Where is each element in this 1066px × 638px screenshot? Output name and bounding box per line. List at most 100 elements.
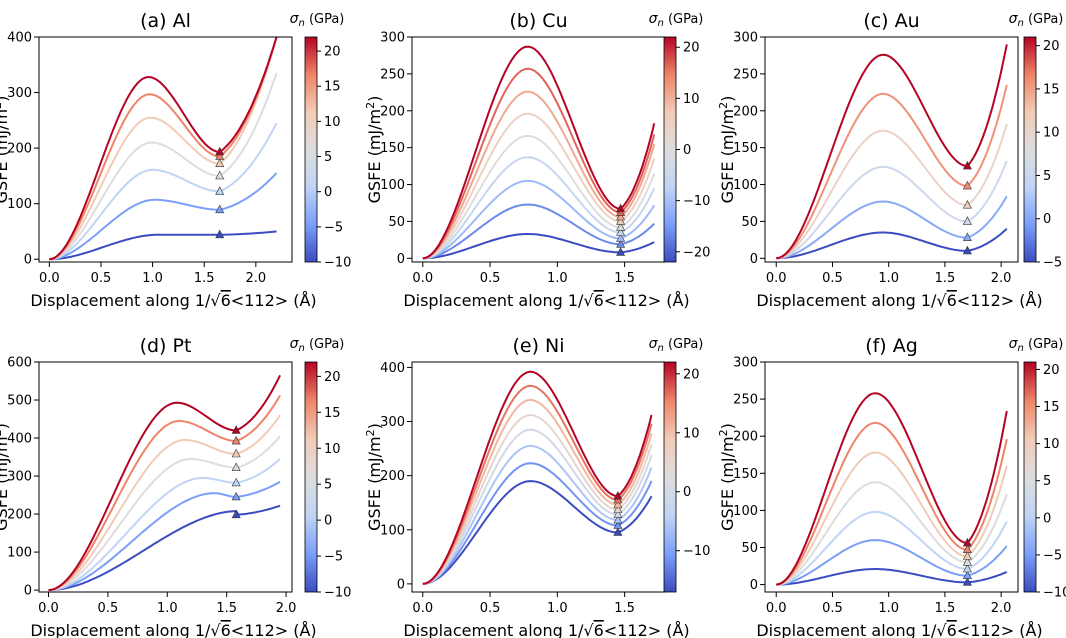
minimum-marker (962, 537, 972, 547)
minimum-marker (616, 222, 626, 231)
gsfe-curve (776, 510, 1008, 586)
gsfe-curve (422, 462, 653, 585)
minimum-marker (215, 204, 225, 214)
x-tick-label: 1.0 (157, 601, 178, 616)
y-axis-label: GSFE (mJ/m2) (0, 96, 11, 204)
minimum-marker (215, 186, 225, 195)
gsfe-curve (776, 568, 1008, 586)
minimum-marker (613, 509, 623, 518)
x-tick-label: 1.0 (547, 271, 568, 286)
gsfe-curve (422, 179, 656, 260)
minimum-marker (962, 544, 972, 554)
colorbar (304, 361, 318, 593)
colorbar-tick-label: −20 (683, 245, 710, 260)
gsfe-curve (49, 230, 277, 261)
panel-title: (a) Al (140, 10, 191, 32)
x-tick-label: 0.0 (766, 271, 787, 286)
gsfe-curve (776, 451, 1008, 586)
x-tick-label: 1.5 (216, 601, 237, 616)
x-tick-label: 1.5 (194, 271, 215, 286)
y-tick-label: 0 (750, 252, 758, 267)
curve-group (422, 370, 653, 585)
curve-group (48, 374, 281, 592)
colorbar-tick-label: 0 (1043, 212, 1051, 227)
minimum-marker (613, 491, 623, 500)
x-tick-label: 0.5 (480, 601, 501, 616)
minimum-marker (962, 245, 972, 255)
y-tick-label: 200 (733, 104, 758, 119)
minimum-marker (616, 239, 626, 248)
minimum-marker (613, 527, 623, 536)
panel-title: (b) Cu (509, 10, 567, 32)
colorbar-tick-label: −5 (1043, 548, 1062, 563)
gsfe-curve (776, 44, 1008, 260)
y-tick-label: 150 (380, 141, 405, 156)
y-tick-label: 200 (380, 469, 405, 484)
colorbar-tick-label: −10 (683, 544, 710, 559)
x-tick-label: 2.0 (276, 601, 297, 616)
gsfe-curve (49, 122, 278, 261)
minimum-marker (613, 504, 623, 514)
colorbar-tick-label: 5 (1043, 169, 1051, 184)
panel-c-au: (c) Au0.0 0.5 1.0 1.5 2.0050100150200250300D… (717, 10, 1063, 310)
colorbar-title: σn (GPa) (649, 336, 704, 354)
x-tick-label: 1.0 (878, 271, 899, 286)
sqrt-sign: √ (583, 621, 594, 638)
colorbar-title: σn (GPa) (1009, 11, 1064, 29)
colorbar (1023, 36, 1037, 263)
minimum-marker (616, 233, 626, 242)
y-axis-label: GSFE (mJ/m2) (364, 423, 384, 531)
minimum-marker (962, 577, 972, 586)
minimum-marker (962, 232, 972, 241)
x-axis-label: Displacement along 1/√6<112> (Å) (756, 621, 1042, 638)
colorbar (1023, 361, 1037, 593)
gsfe-curve (776, 228, 1008, 260)
y-tick-label: 200 (7, 508, 32, 523)
x-tick-label: 2.0 (246, 271, 267, 286)
colorbar-title: σn (GPa) (649, 11, 704, 29)
curve-group (776, 392, 1008, 586)
colorbar-tick-label: 15 (324, 80, 341, 95)
colorbar-title: σn (GPa) (290, 11, 345, 29)
plot-frame (764, 36, 1019, 263)
colorbar-tick-label: 20 (683, 367, 700, 382)
colorbar (304, 36, 318, 263)
x-tick-label: 0.0 (39, 271, 60, 286)
x-tick-label: 0.0 (766, 601, 787, 616)
gsfe-curve (48, 480, 281, 592)
minimum-marker (962, 200, 972, 209)
gsfe-curve (49, 72, 278, 261)
gsfe-curve (49, 172, 278, 261)
curve-group (49, 37, 278, 261)
x-tick-label: 0.5 (480, 271, 501, 286)
colorbar-tick-label: 10 (1043, 437, 1060, 452)
y-tick-label: 50 (388, 215, 405, 230)
y-tick-label: 400 (7, 31, 32, 46)
y-tick-label: 250 (380, 67, 405, 82)
colorbar-tick-label: 5 (324, 478, 332, 493)
gsfe-curve (422, 134, 656, 260)
gsfe-curve (49, 37, 278, 261)
gsfe-curve (48, 435, 281, 592)
gsfe-curve (776, 539, 1008, 586)
colorbar-tick-label: 10 (324, 442, 341, 457)
colorbar-tick-label: 0 (683, 143, 691, 158)
colorbar-title: σn (GPa) (290, 336, 345, 354)
colorbar-tick-label: 0 (1043, 511, 1051, 526)
panel-d-pt: (d) Pt0.0 0.5 1.0 1.5 2.00100200300400500600… (0, 335, 351, 638)
plot-frame (38, 36, 293, 263)
minimum-marker (231, 509, 241, 519)
minimum-marker (613, 499, 623, 509)
gsfe-curve (49, 37, 278, 261)
minimum-marker (231, 462, 241, 471)
x-tick-label: 0.0 (412, 271, 433, 286)
sqrt-sign: √ (210, 291, 221, 310)
minimum-marker (613, 520, 623, 529)
minimum-marker (962, 160, 972, 170)
y-tick-label: 300 (7, 470, 32, 485)
x-axis-label: Displacement along 1/√6<112> (Å) (756, 291, 1042, 310)
y-tick-label: 0 (24, 253, 32, 268)
y-tick-label: 200 (380, 104, 405, 119)
colorbar-tick-label: 10 (324, 115, 341, 130)
minimum-marker (215, 229, 225, 239)
